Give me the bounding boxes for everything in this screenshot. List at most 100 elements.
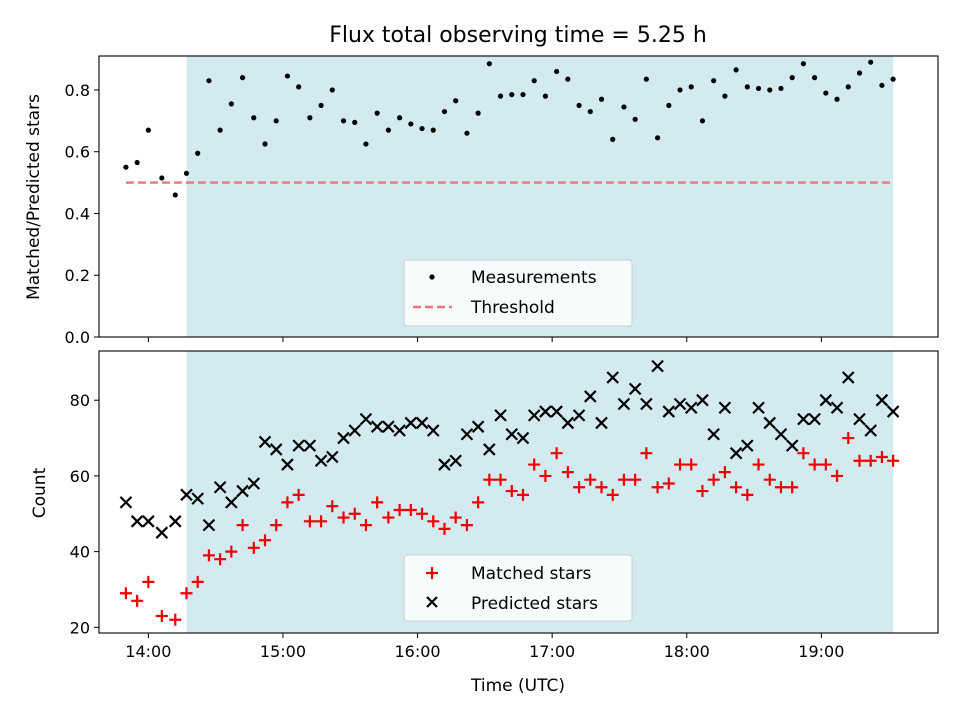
matched-stars-point [225, 545, 238, 558]
measurements-point [284, 73, 291, 79]
measurements-point [879, 82, 885, 88]
matched-stars-point [674, 458, 687, 471]
predicted-stars-point [393, 424, 406, 437]
predicted-stars-point [460, 427, 474, 441]
matched-stars-point [662, 477, 675, 490]
x-axis-label: Time (UTC) [470, 676, 565, 696]
matched-stars-point [640, 447, 653, 460]
measurements-point [145, 127, 151, 133]
matched-stars-point [131, 594, 144, 607]
measurements-point [565, 76, 571, 82]
predicted-stars-point [864, 424, 877, 437]
predicted-stars-point [225, 496, 238, 509]
predicted-stars-point [875, 393, 889, 407]
measurements-point [823, 90, 829, 96]
predicted-stars-point [595, 416, 608, 430]
predicted-stars-point [191, 492, 204, 505]
matched-stars-point [685, 458, 698, 471]
measurements-point [318, 102, 324, 109]
matched-stars-point [259, 534, 272, 547]
x-tick-label: 18:00 [664, 642, 710, 661]
measurements-point [307, 115, 313, 121]
top-y-tick-label: 0.2 [65, 266, 90, 285]
measurements-point [441, 108, 448, 115]
bottom-axes-frame [98, 350, 939, 634]
measurements-point [217, 127, 223, 133]
matched-stars-point [337, 511, 350, 524]
bottom-y-tick-label: 40 [70, 543, 90, 562]
predicted-stars-point [707, 427, 720, 441]
matched-stars-point [842, 432, 855, 445]
measurements-point [576, 102, 582, 109]
measurements-point [598, 96, 605, 102]
matched-stars-point [472, 496, 485, 509]
matched-stars-point [359, 519, 372, 532]
measurements-point [262, 141, 268, 147]
matched-stars-point [774, 481, 787, 494]
predicted-stars-point [673, 397, 687, 411]
measurements-point [688, 84, 694, 90]
measurements-point [159, 175, 165, 181]
measurements-point [430, 127, 436, 133]
predicted-stars-point [785, 439, 799, 452]
measurements-point [845, 84, 851, 90]
matched-stars-point [539, 469, 552, 482]
matched-stars-point [119, 587, 132, 600]
matched-stars-point [864, 454, 877, 467]
matched-stars-point [460, 519, 473, 532]
predicted-stars-point [516, 431, 530, 445]
predicted-stars-point [584, 390, 597, 403]
bottom-legend-box [403, 554, 633, 622]
measurements-point [699, 118, 706, 124]
predicted-stars-point [853, 412, 866, 426]
predicted-stars-point [696, 393, 709, 407]
measurements-point [385, 127, 391, 133]
predicted-stars-point [483, 443, 496, 456]
matched-stars-point [887, 454, 900, 467]
matched-stars-point [191, 575, 204, 588]
predicted-stars-point [561, 416, 575, 430]
predicted-stars-point [370, 420, 384, 433]
predicted-stars-point [505, 427, 519, 441]
predicted-stars-point [269, 443, 283, 456]
measurements-point [856, 70, 863, 76]
predicted-stars-point [808, 412, 821, 426]
predicted-stars-point [337, 431, 350, 445]
predicted-stars-point [119, 496, 133, 509]
matched-stars-point [617, 473, 630, 486]
legend-predicted-label: Predicted stars [471, 594, 598, 614]
measurements-point [834, 96, 840, 102]
predicted-stars-point [729, 446, 743, 460]
predicted-stars-point [155, 526, 169, 539]
predicted-stars-point [426, 424, 440, 437]
matched-stars-point [797, 447, 810, 460]
predicted-stars-point [314, 454, 328, 468]
matched-stars-point [214, 553, 227, 566]
matched-stars-point [875, 450, 888, 463]
predicted-stars-point [292, 439, 305, 452]
bottom-y-tick-label: 20 [70, 618, 90, 637]
predicted-stars-point [471, 420, 485, 433]
predicted-stars-point [130, 515, 144, 528]
measurements-point [251, 115, 257, 121]
measurements-point [733, 67, 739, 73]
matched-stars-point [584, 473, 597, 486]
measurements-point [352, 119, 358, 125]
matched-stars-point [707, 473, 720, 486]
measurements-point [755, 85, 762, 92]
matched-stars-point [696, 485, 709, 498]
x-tick-label: 16:00 [394, 642, 440, 661]
predicted-stars-point [281, 458, 294, 471]
matched-stars-point [236, 519, 249, 532]
measurements-point [554, 68, 560, 75]
matched-stars-point [270, 519, 283, 532]
legend-measurements-marker [429, 274, 435, 280]
matched-stars-point [595, 481, 608, 494]
predicted-stars-point [326, 450, 339, 464]
matched-stars-point [416, 507, 429, 520]
matched-stars-point [155, 609, 168, 622]
predicted-stars-point [572, 409, 586, 422]
predicted-stars-point [494, 409, 507, 422]
x-tick-label: 14:00 [125, 642, 171, 661]
